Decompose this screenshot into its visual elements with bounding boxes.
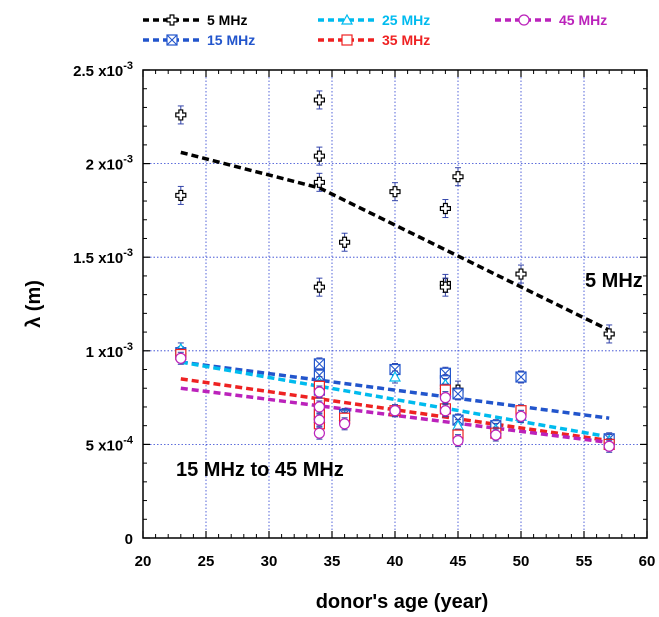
data-point-4 xyxy=(313,414,325,426)
x-tick-label: 55 xyxy=(576,553,593,570)
legend-label: 5 MHz xyxy=(207,12,247,28)
data-point-4 xyxy=(313,401,325,413)
annotation-5mhz: 5 MHz xyxy=(585,270,643,292)
ticks: 20 25 30 35 40 45 50 55 60 0 5 x10-4 1 x10-3 1.5 x10… xyxy=(73,60,655,570)
data-point-0 xyxy=(603,328,615,340)
grid xyxy=(143,70,647,538)
legend-label: 35 MHz xyxy=(382,32,430,48)
legend-marker xyxy=(341,34,353,46)
x-tick-label: 35 xyxy=(324,553,341,570)
legend-item-2: 25 MHz xyxy=(318,12,430,28)
annotation-15-45mhz: 15 MHz to 45 MHz xyxy=(176,459,344,481)
x-tick-label: 60 xyxy=(639,553,656,570)
data-point-0 xyxy=(313,94,325,106)
legend-marker xyxy=(340,13,354,25)
y-tick-label: 2 x10-3 xyxy=(86,154,133,174)
legend-item-1: 15 MHz xyxy=(143,32,255,48)
fit-line-3 xyxy=(180,377,610,443)
legend-label: 45 MHz xyxy=(559,12,607,28)
x-tick-label: 50 xyxy=(513,553,530,570)
data-point-1 xyxy=(313,358,325,370)
data-point-0 xyxy=(389,186,401,198)
data-point-4 xyxy=(313,386,325,398)
data-point-0 xyxy=(313,176,325,188)
data-point-0 xyxy=(313,150,325,162)
data-point-4 xyxy=(175,352,187,364)
fit-line-2 xyxy=(180,360,610,439)
data-point-0 xyxy=(439,281,451,293)
y-axis-label: λ (m) xyxy=(23,280,45,328)
data-point-4 xyxy=(490,429,502,441)
y-tick-label: 2.5 x10-3 xyxy=(73,60,133,80)
data-point-4 xyxy=(603,440,615,452)
legend-marker xyxy=(166,34,178,46)
data-point-1 xyxy=(452,388,464,400)
fit-line-1 xyxy=(180,360,610,420)
data-point-2 xyxy=(388,370,402,382)
legend-item-0: 5 MHz xyxy=(143,12,247,28)
data-markers xyxy=(174,90,616,453)
legend-item-4: 45 MHz xyxy=(495,12,607,28)
data-point-0 xyxy=(439,202,451,215)
x-tick-label: 45 xyxy=(450,553,467,570)
x-tick-label: 40 xyxy=(387,553,404,570)
x-tick-label: 25 xyxy=(198,553,215,570)
data-point-1 xyxy=(515,371,527,383)
data-point-4 xyxy=(313,427,325,439)
data-point-4 xyxy=(515,410,527,422)
data-point-4 xyxy=(339,418,351,430)
legend: 5 MHz 15 MHz 25 MHz 35 MHz 45 MHz xyxy=(143,12,607,48)
data-point-0 xyxy=(515,268,527,280)
data-point-0 xyxy=(452,171,464,183)
data-point-0 xyxy=(175,189,187,202)
x-tick-label: 30 xyxy=(261,553,278,570)
y-tick-label: 1 x10-3 xyxy=(86,341,133,361)
legend-label: 25 MHz xyxy=(382,12,430,28)
data-point-4 xyxy=(452,435,464,447)
data-point-0 xyxy=(175,109,187,121)
legend-label: 15 MHz xyxy=(207,32,255,48)
y-tick-label: 5 x10-4 xyxy=(86,434,134,454)
legend-marker xyxy=(166,14,178,26)
data-point-4 xyxy=(389,405,401,417)
y-tick-label: 0 xyxy=(125,531,133,548)
y-tick-label: 1.5 x10-3 xyxy=(73,247,133,267)
x-axis-label: donor's age (year) xyxy=(316,591,489,613)
data-point-0 xyxy=(339,236,351,248)
data-point-4 xyxy=(439,405,451,417)
data-point-4 xyxy=(439,392,451,404)
legend-item-3: 35 MHz xyxy=(318,32,430,48)
data-point-0 xyxy=(313,281,325,293)
x-tick-label: 20 xyxy=(135,553,152,570)
legend-marker xyxy=(518,14,530,26)
